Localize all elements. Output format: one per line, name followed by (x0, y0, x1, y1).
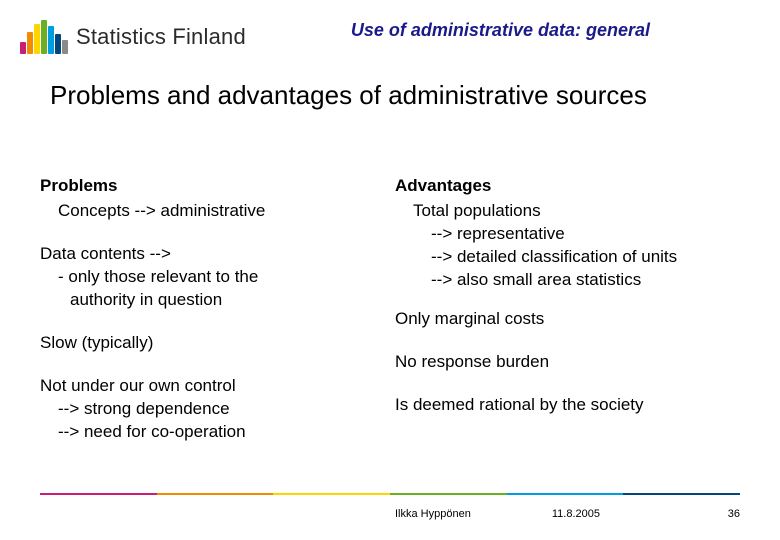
footer-seg (623, 493, 740, 495)
problems-item: --> need for co-operation (40, 421, 380, 444)
problems-item: Data contents --> (40, 243, 380, 266)
logo-bar-icon (27, 32, 33, 54)
advantages-item: Is deemed rational by the society (395, 394, 740, 417)
footer-seg (40, 493, 157, 495)
problems-column: Problems Concepts --> administrative Dat… (40, 175, 390, 463)
footer-divider (40, 493, 740, 495)
advantages-item: --> also small area statistics (395, 269, 740, 292)
advantages-item: Total populations (395, 200, 740, 223)
advantages-heading: Advantages (395, 175, 740, 198)
logo-mark-icon (20, 20, 68, 54)
advantages-item: No response burden (395, 351, 740, 374)
logo-bar-icon (41, 20, 47, 54)
slide: Statistics Finland Use of administrative… (0, 0, 780, 540)
problems-item: - only those relevant to the (40, 266, 380, 289)
logo-bar-icon (34, 24, 40, 54)
footer-seg (157, 493, 274, 495)
footer-seg (273, 493, 390, 495)
advantages-item: --> detailed classification of units (395, 246, 740, 269)
logo-bar-icon (62, 40, 68, 54)
header: Statistics Finland Use of administrative… (20, 20, 760, 70)
footer-author: Ilkka Hyppönen (40, 508, 471, 520)
content-columns: Problems Concepts --> administrative Dat… (40, 175, 740, 463)
problems-item: Concepts --> administrative (40, 200, 380, 223)
footer: Ilkka Hyppönen 11.8.2005 36 (40, 508, 760, 520)
footer-date: 11.8.2005 (552, 508, 600, 520)
page-title: Problems and advantages of administrativ… (50, 80, 750, 111)
problems-item: authority in question (40, 289, 380, 312)
logo-bar-icon (55, 34, 61, 54)
logo-bar-icon (20, 42, 26, 54)
problems-item: Slow (typically) (40, 332, 380, 355)
problems-item: Not under our own control (40, 375, 380, 398)
advantages-item: Only marginal costs (395, 308, 740, 331)
logo-bar-icon (48, 26, 54, 54)
advantages-item: --> representative (395, 223, 740, 246)
logo-text: Statistics Finland (76, 24, 246, 50)
header-subtitle: Use of administrative data: general (351, 20, 650, 41)
footer-seg (507, 493, 624, 495)
advantages-column: Advantages Total populations --> represe… (390, 175, 740, 463)
footer-seg (390, 493, 507, 495)
footer-page: 36 (728, 508, 740, 520)
problems-item: --> strong dependence (40, 398, 380, 421)
problems-heading: Problems (40, 175, 380, 198)
